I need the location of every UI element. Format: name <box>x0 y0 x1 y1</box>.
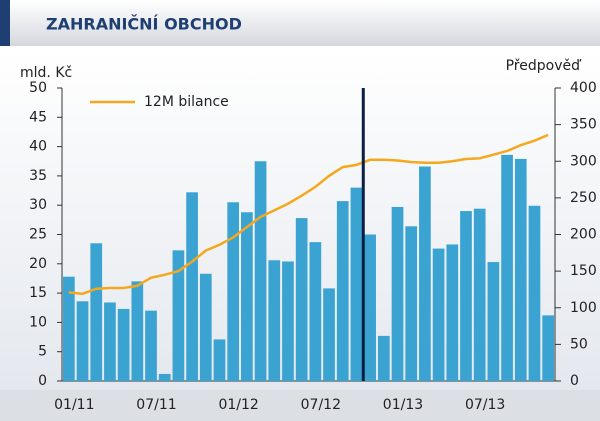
y-tick-label: 20 <box>29 256 47 272</box>
bar <box>117 308 130 381</box>
bar <box>199 273 212 381</box>
y2-tick-label: 300 <box>570 153 597 169</box>
bar <box>158 373 171 381</box>
bar <box>90 243 103 381</box>
bar <box>460 211 472 381</box>
y-tick-label: 15 <box>29 285 47 301</box>
y2-axis-label: Předpověď <box>506 58 582 74</box>
bar <box>446 244 459 381</box>
y-tick-label: 40 <box>29 139 47 155</box>
bar <box>377 335 390 381</box>
bar <box>336 201 349 381</box>
y2-tick-label: 400 <box>570 80 597 96</box>
bar <box>501 154 513 381</box>
bar <box>295 218 308 381</box>
y2-tick-label: 350 <box>570 117 597 133</box>
bar <box>254 161 267 381</box>
bar <box>241 212 253 381</box>
x-tick-label: 07/13 <box>465 397 505 413</box>
bar <box>76 301 89 381</box>
y-tick-label: 45 <box>29 109 47 125</box>
bar <box>268 260 281 381</box>
bar <box>213 339 226 381</box>
bar <box>145 310 157 381</box>
bar <box>350 187 363 381</box>
y2-tick-label: 200 <box>570 227 597 243</box>
header <box>0 0 600 46</box>
y2-tick-label: 250 <box>570 190 597 206</box>
y2-tick-label: 100 <box>570 300 597 316</box>
y-tick-label: 50 <box>29 80 47 96</box>
axis-band <box>0 390 600 421</box>
chart-title: ZAHRANIČNÍ OBCHOD <box>46 15 242 34</box>
bar <box>405 226 418 381</box>
y-tick-label: 35 <box>29 168 47 184</box>
y2-tick-label: 50 <box>570 336 588 352</box>
x-tick-label: 01/11 <box>54 397 94 413</box>
bar <box>528 205 541 381</box>
x-tick-label: 01/13 <box>383 397 423 413</box>
y-tick-label: 0 <box>38 373 47 389</box>
legend-label: 12M bilance <box>144 94 229 110</box>
line <box>68 133 549 296</box>
bar <box>282 261 294 381</box>
bar <box>104 302 116 381</box>
bar <box>227 202 240 381</box>
bar <box>542 315 554 381</box>
bar <box>432 248 445 381</box>
x-tick-label: 01/12 <box>218 397 258 413</box>
bar <box>487 262 500 381</box>
y-tick-label: 5 <box>38 344 47 360</box>
bar <box>172 250 185 381</box>
y-tick-label: 25 <box>29 227 47 243</box>
y-tick-label: 30 <box>29 197 47 213</box>
bar <box>473 208 486 381</box>
bar <box>419 166 431 381</box>
x-tick-label: 07/11 <box>136 397 176 413</box>
bar <box>309 242 322 381</box>
y-axis-label: mld. Kč <box>20 65 72 81</box>
bar <box>514 158 527 381</box>
header-marker <box>0 0 10 46</box>
y-tick-label: 10 <box>29 314 47 330</box>
bar <box>63 276 75 381</box>
bar <box>131 281 144 381</box>
x-tick-label: 07/12 <box>301 397 341 413</box>
bar <box>323 288 335 381</box>
bar <box>186 192 198 381</box>
bar <box>364 234 376 381</box>
y2-tick-label: 0 <box>570 373 579 389</box>
bar <box>391 206 404 381</box>
y2-tick-label: 150 <box>570 263 597 279</box>
